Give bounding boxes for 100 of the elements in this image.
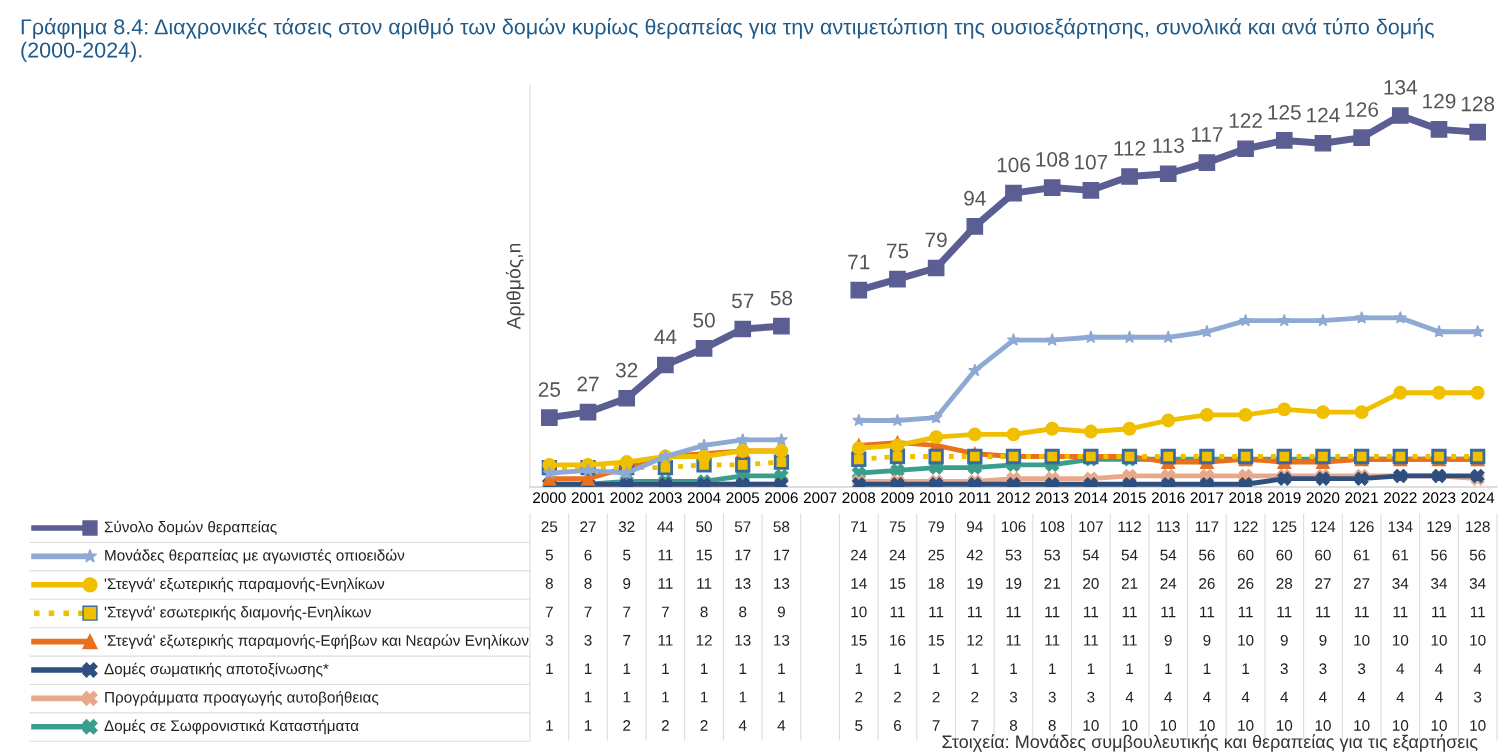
y-axis-title: Αριθμός,n [505, 243, 525, 330]
data-label: 4 [738, 720, 747, 731]
annotation: 122 [1229, 113, 1262, 128]
x-tick-label: 2020 [1306, 492, 1340, 504]
data-label: 2 [661, 720, 669, 731]
data-label: 11 [1122, 606, 1137, 618]
data-label: 17 [735, 549, 751, 561]
data-label: 125 [1272, 521, 1297, 533]
data-label: 1 [778, 663, 785, 674]
data-label: 8 [1009, 720, 1018, 731]
annotation: 25 [538, 382, 561, 397]
annotation: 129 [1423, 93, 1456, 109]
data-label: 10 [1122, 720, 1138, 731]
data-label: 13 [735, 634, 751, 646]
x-tick-label: 2000 [533, 492, 566, 504]
data-label: 10 [1470, 720, 1486, 731]
x-tick-label: 2022 [1384, 492, 1417, 504]
data-label: 19 [967, 578, 983, 589]
data-label: 21 [1044, 578, 1060, 589]
data-label: 1 [584, 720, 592, 731]
x-tick-label: 2015 [1113, 492, 1146, 504]
data-label: 11 [1470, 606, 1485, 618]
data-label: 7 [584, 606, 592, 618]
data-label: 11 [658, 549, 673, 561]
data-label: 11 [1045, 635, 1060, 646]
data-label: 11 [1277, 606, 1292, 618]
annotation: 124 [1307, 107, 1340, 123]
data-label: 12 [967, 634, 983, 646]
data-label: 11 [658, 635, 673, 646]
x-tick-label: 2023 [1422, 492, 1456, 504]
data-label: 1 [1087, 663, 1095, 674]
data-label: 122 [1234, 521, 1258, 532]
data-label: 11 [1122, 635, 1137, 646]
data-label: 1 [546, 720, 553, 731]
data-label: 7 [623, 606, 631, 618]
data-label: 56 [1469, 549, 1486, 561]
data-label: 2 [971, 691, 979, 703]
data-label: 71 [851, 521, 867, 532]
data-label: 1 [546, 663, 553, 674]
data-label: 9 [1280, 634, 1288, 646]
data-label: 1 [623, 691, 631, 703]
data-label: 27 [1353, 578, 1370, 589]
x-tick-label: 2021 [1345, 492, 1378, 504]
data-label: 4 [1125, 691, 1134, 703]
data-label: 4 [1319, 691, 1327, 703]
data-label: 10 [1315, 720, 1331, 731]
data-label: 7 [971, 720, 979, 731]
annotation: 125 [1268, 104, 1301, 120]
x-tick-label: 2003 [649, 492, 682, 504]
data-label: 11 [890, 606, 905, 618]
data-label: 53 [1044, 549, 1061, 561]
x-tick-label: 2016 [1152, 492, 1185, 504]
data-label: 42 [966, 549, 983, 561]
data-label: 11 [1316, 606, 1331, 618]
data-label: 10 [1431, 720, 1447, 731]
data-label: 16 [890, 634, 906, 646]
x-tick-label: 2008 [842, 492, 876, 504]
x-tick-label: 2014 [1074, 492, 1108, 504]
legend-label: 'Στεγνά' εσωτερικής διαμονής-Ενηλίκων [104, 605, 371, 621]
x-tick-label: 2006 [765, 492, 798, 504]
data-label: 1 [584, 691, 592, 703]
x-tick-label: 2001 [571, 492, 605, 504]
data-label: 1 [1165, 663, 1172, 674]
text: Στοιχεία: Μονάδες συμβουλευτικής και θεραπείας για τις εξαρτήσεις [942, 734, 1478, 752]
data-label: 126 [1350, 521, 1374, 533]
data-label: 11 [1084, 635, 1099, 646]
data-label: 11 [1238, 606, 1253, 618]
legend-label: Δομές σωματικής αποτοξίνωσης* [104, 662, 329, 678]
annotation: 75 [886, 243, 909, 259]
x-tick-label: 2012 [997, 492, 1030, 504]
data-label: 11 [1161, 606, 1176, 618]
legend-label: Προγράμματα προαγωγής αυτοβοήθειας [105, 691, 379, 706]
data-label: 1 [778, 691, 785, 703]
data-label: 108 [1040, 521, 1065, 533]
x-tick-label: 2002 [610, 492, 643, 504]
data-label: 1 [584, 663, 592, 674]
data-label: 34 [1392, 578, 1409, 589]
data-label: 61 [1392, 549, 1409, 561]
data-label: 8 [584, 578, 592, 589]
data-label: 27 [580, 521, 596, 532]
data-label: 4 [1203, 691, 1211, 703]
data-label: 107 [1079, 521, 1103, 533]
data-label: 1 [933, 663, 940, 674]
data-label: 134 [1388, 521, 1413, 533]
x-tick-label: 2011 [959, 492, 991, 504]
data-label: 3 [545, 634, 553, 646]
data-label: 11 [1432, 606, 1447, 618]
data-label: 10 [1392, 720, 1409, 731]
data-label: 79 [928, 521, 944, 533]
data-label: 60 [1237, 549, 1254, 561]
data-label: 2 [700, 720, 708, 731]
x-tick-label: 2005 [726, 492, 760, 504]
data-label: 3 [1087, 691, 1095, 703]
data-label: 24 [851, 549, 867, 561]
data-label: 11 [1084, 606, 1099, 618]
legend-label: Δομές σε Σωφρονιστικά Καταστήματα [104, 719, 359, 735]
data-label: 4 [1357, 691, 1366, 703]
data-label: 106 [1001, 521, 1026, 533]
data-label: 7 [661, 606, 669, 618]
annotation: 107 [1075, 154, 1108, 170]
